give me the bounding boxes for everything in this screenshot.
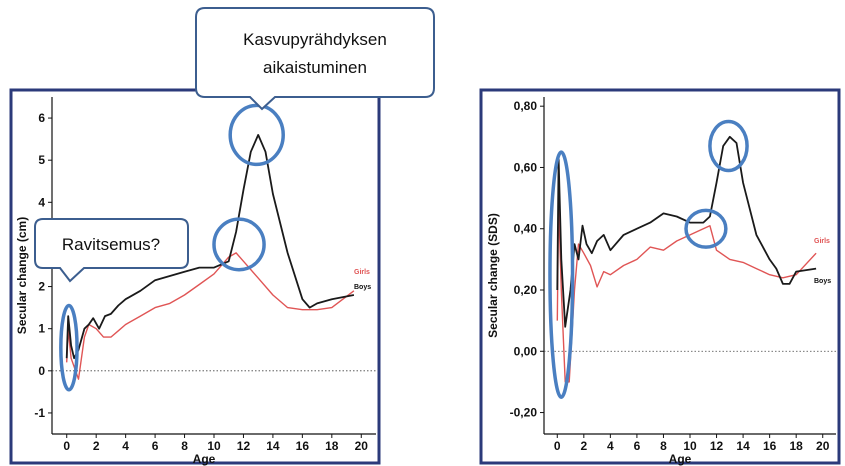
y-tick-label: 0,00 xyxy=(514,344,538,358)
right-chart: 0 2 4 6 8 10 12 14 16 18 20 -0,20 0,00 0,20 0,40 0,60 0,… xyxy=(486,97,836,466)
series-line-boys xyxy=(65,134,355,360)
legend-boys: Boys xyxy=(354,284,371,291)
x-tick-label: 8 xyxy=(660,439,667,453)
growth-spurt-callout: Kasvupyrähdyksen aikaistuminen xyxy=(195,7,435,111)
y-tick-label: 2 xyxy=(38,280,45,294)
series-line-boys xyxy=(556,135,817,328)
x-tick-label: 16 xyxy=(763,439,777,453)
y-tick-label: 0,60 xyxy=(514,160,538,174)
x-tick-label: 0 xyxy=(63,439,70,453)
x-tick-label: 12 xyxy=(710,439,724,453)
y-tick-label: 5 xyxy=(38,153,45,167)
x-axis-label: Age xyxy=(193,452,216,466)
x-tick-label: 2 xyxy=(93,439,100,453)
callout-bubble xyxy=(195,7,435,111)
legend-boys: Boys xyxy=(814,278,831,285)
x-tick-label: 18 xyxy=(325,439,339,453)
highlight-ellipse xyxy=(212,217,266,272)
highlight-ellipse xyxy=(59,303,79,392)
callout-line-2: aikaistuminen xyxy=(263,58,367,77)
y-tick-label: 1 xyxy=(38,322,45,336)
y-axis-label: Secular change (cm) xyxy=(15,217,29,334)
x-tick-label: 2 xyxy=(580,439,587,453)
x-tick-label: 10 xyxy=(683,439,697,453)
y-tick-label: -0,20 xyxy=(510,406,538,420)
callout-line-1: Kasvupyrähdyksen xyxy=(243,30,387,49)
y-tick-label: 0,40 xyxy=(514,222,538,236)
legend-girls: Girls xyxy=(354,269,370,276)
legend-girls: Girls xyxy=(814,238,830,245)
x-tick-label: 20 xyxy=(816,439,830,453)
x-tick-label: 14 xyxy=(736,439,750,453)
x-tick-label: 4 xyxy=(122,439,129,453)
x-tick-label: 4 xyxy=(607,439,614,453)
x-tick-label: 6 xyxy=(634,439,641,453)
y-tick-label: 0,80 xyxy=(514,99,538,113)
x-axis-label: Age xyxy=(669,452,692,466)
callout-nutrition-text: Ravitsemus? xyxy=(62,235,160,254)
y-tick-label: 0 xyxy=(38,364,45,378)
y-tick-label: 6 xyxy=(38,111,45,125)
highlight-ellipse xyxy=(708,119,749,173)
y-tick-label: -1 xyxy=(34,406,45,420)
x-tick-label: 20 xyxy=(355,439,369,453)
callout-bubble xyxy=(34,218,189,283)
x-tick-label: 6 xyxy=(152,439,159,453)
y-axis-label: Secular change (SDS) xyxy=(486,213,500,338)
series-line-girls xyxy=(66,252,355,380)
x-tick-label: 12 xyxy=(237,439,251,453)
highlight-ellipse xyxy=(548,150,575,399)
x-tick-label: 14 xyxy=(266,439,280,453)
x-tick-label: 0 xyxy=(554,439,561,453)
y-tick-label: 4 xyxy=(38,195,45,209)
x-tick-label: 18 xyxy=(790,439,804,453)
x-tick-label: 16 xyxy=(296,439,310,453)
x-tick-label: 8 xyxy=(181,439,188,453)
highlight-ellipse xyxy=(228,103,285,167)
nutrition-callout: Ravitsemus? xyxy=(34,218,189,283)
highlight-ellipse xyxy=(684,208,728,249)
x-tick-label: 10 xyxy=(207,439,221,453)
y-tick-label: 0,20 xyxy=(514,283,538,297)
